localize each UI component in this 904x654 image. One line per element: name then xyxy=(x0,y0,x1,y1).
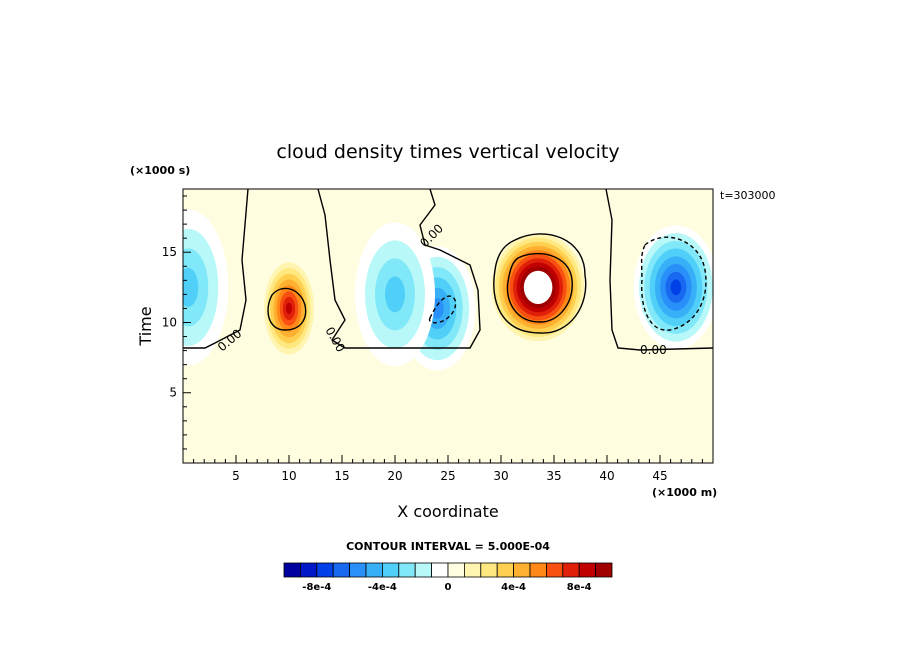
field-contour-fill-downdraft-x46 xyxy=(670,279,682,296)
x-tick-label: 30 xyxy=(493,469,508,483)
colorbar-tick-label: 0 xyxy=(445,582,452,593)
x-tick-label: 45 xyxy=(652,469,667,483)
colorbar-swatch xyxy=(365,562,383,578)
colorbar-swatch xyxy=(414,562,433,578)
colorbar-swatch xyxy=(431,562,449,578)
zero-contour-left xyxy=(183,189,249,349)
colorbar-tick-label: 4e-4 xyxy=(501,582,526,593)
colorbar-swatch xyxy=(546,562,564,578)
colorbar-swatch xyxy=(316,562,334,578)
colorbar-swatch xyxy=(447,562,465,578)
field-contour-fill-downdraft-x1 xyxy=(183,267,199,307)
contour-label-right: 0.00 xyxy=(640,343,667,357)
colorbar-swatch xyxy=(398,562,416,578)
x-tick-label: 15 xyxy=(334,469,349,483)
zero-contour-right xyxy=(605,189,713,351)
colorbar-swatch xyxy=(513,562,531,578)
colorbar-swatch xyxy=(381,562,400,578)
x-tick-label: 20 xyxy=(387,469,402,483)
time-stamp: t=303000 xyxy=(720,189,776,202)
colorbar-swatch xyxy=(562,562,580,578)
colorbar-swatch xyxy=(529,562,547,578)
x-tick-label: 5 xyxy=(232,469,240,483)
contour-downdraft-x46 xyxy=(640,236,707,331)
colorbar-swatch xyxy=(463,562,482,578)
field-contour-fill-downdraft-x20 xyxy=(385,276,405,313)
field-contour-fill-updraft-core-x33 xyxy=(534,283,542,292)
colorbar: -8e-4 -4e-4 0 4e-4 8e-4 xyxy=(283,562,613,593)
colorbar-swatch xyxy=(496,562,515,578)
colorbar-tick-label: -8e-4 xyxy=(302,582,331,593)
x-tick-label: 35 xyxy=(546,469,561,483)
x-unit-label: (×1000 m) xyxy=(652,486,717,499)
colorbar-tick-label: -4e-4 xyxy=(368,582,397,593)
y-axis: 5 10 15 xyxy=(162,195,191,450)
colorbar-swatch xyxy=(595,562,613,578)
colorbar-swatch xyxy=(349,562,367,578)
y-axis-label: Time xyxy=(136,306,155,346)
chart-title: cloud density times vertical velocity xyxy=(276,141,619,163)
x-tick-label: 25 xyxy=(440,469,455,483)
x-axis: 5 10 15 20 25 30 35 40 45 xyxy=(193,455,703,483)
contour-downdraft-x24 xyxy=(428,295,457,324)
y-tick-label: 15 xyxy=(162,245,177,259)
x-tick-label: 10 xyxy=(281,469,296,483)
y-tick-label: 5 xyxy=(169,386,177,400)
contour-updraft-outer xyxy=(493,233,587,334)
contour-layer xyxy=(183,189,713,351)
x-axis-label: X coordinate xyxy=(397,502,498,521)
contour-updraft-inner xyxy=(506,253,573,323)
contour-updraft-x10 xyxy=(267,287,307,331)
field-contour-fill-updraft-x10 xyxy=(285,302,293,315)
colorbar-swatch xyxy=(283,562,301,578)
y-tick-label: 10 xyxy=(162,315,177,329)
zero-contour-center-left xyxy=(317,189,481,349)
x-tick-label: 40 xyxy=(599,469,614,483)
colorbar-swatch xyxy=(578,562,597,578)
colorbar-swatch xyxy=(299,562,318,578)
colorbar-swatch xyxy=(480,562,498,578)
y-unit-label: (×1000 s) xyxy=(130,164,190,177)
colorbar-tick-label: 8e-4 xyxy=(567,582,592,593)
colorbar-swatch xyxy=(332,562,351,578)
contour-interval-text: CONTOUR INTERVAL = 5.000E-04 xyxy=(346,540,550,553)
